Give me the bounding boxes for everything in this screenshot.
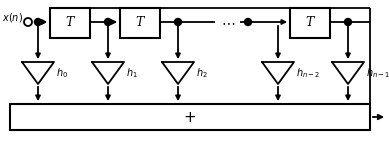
Text: T: T [306,16,314,29]
Circle shape [24,18,32,26]
Circle shape [345,18,352,26]
Circle shape [175,18,182,26]
Text: $h_1$: $h_1$ [126,66,138,80]
Bar [50,8,90,38]
Text: $\cdots$: $\cdots$ [221,15,235,29]
Text: $h_{n-1}$: $h_{n-1}$ [366,66,389,80]
Text: $h_{n-2}$: $h_{n-2}$ [296,66,321,80]
Text: $h_2$: $h_2$ [196,66,208,80]
Text: +: + [184,109,196,124]
Bar [10,104,370,130]
Text: T: T [66,16,74,29]
Circle shape [35,18,42,26]
Text: $h_0$: $h_0$ [56,66,68,80]
Text: T: T [136,16,144,29]
Circle shape [105,18,112,26]
Circle shape [245,18,252,26]
Text: $x(n)$: $x(n)$ [2,11,23,24]
Bar [290,8,330,38]
Bar [120,8,160,38]
